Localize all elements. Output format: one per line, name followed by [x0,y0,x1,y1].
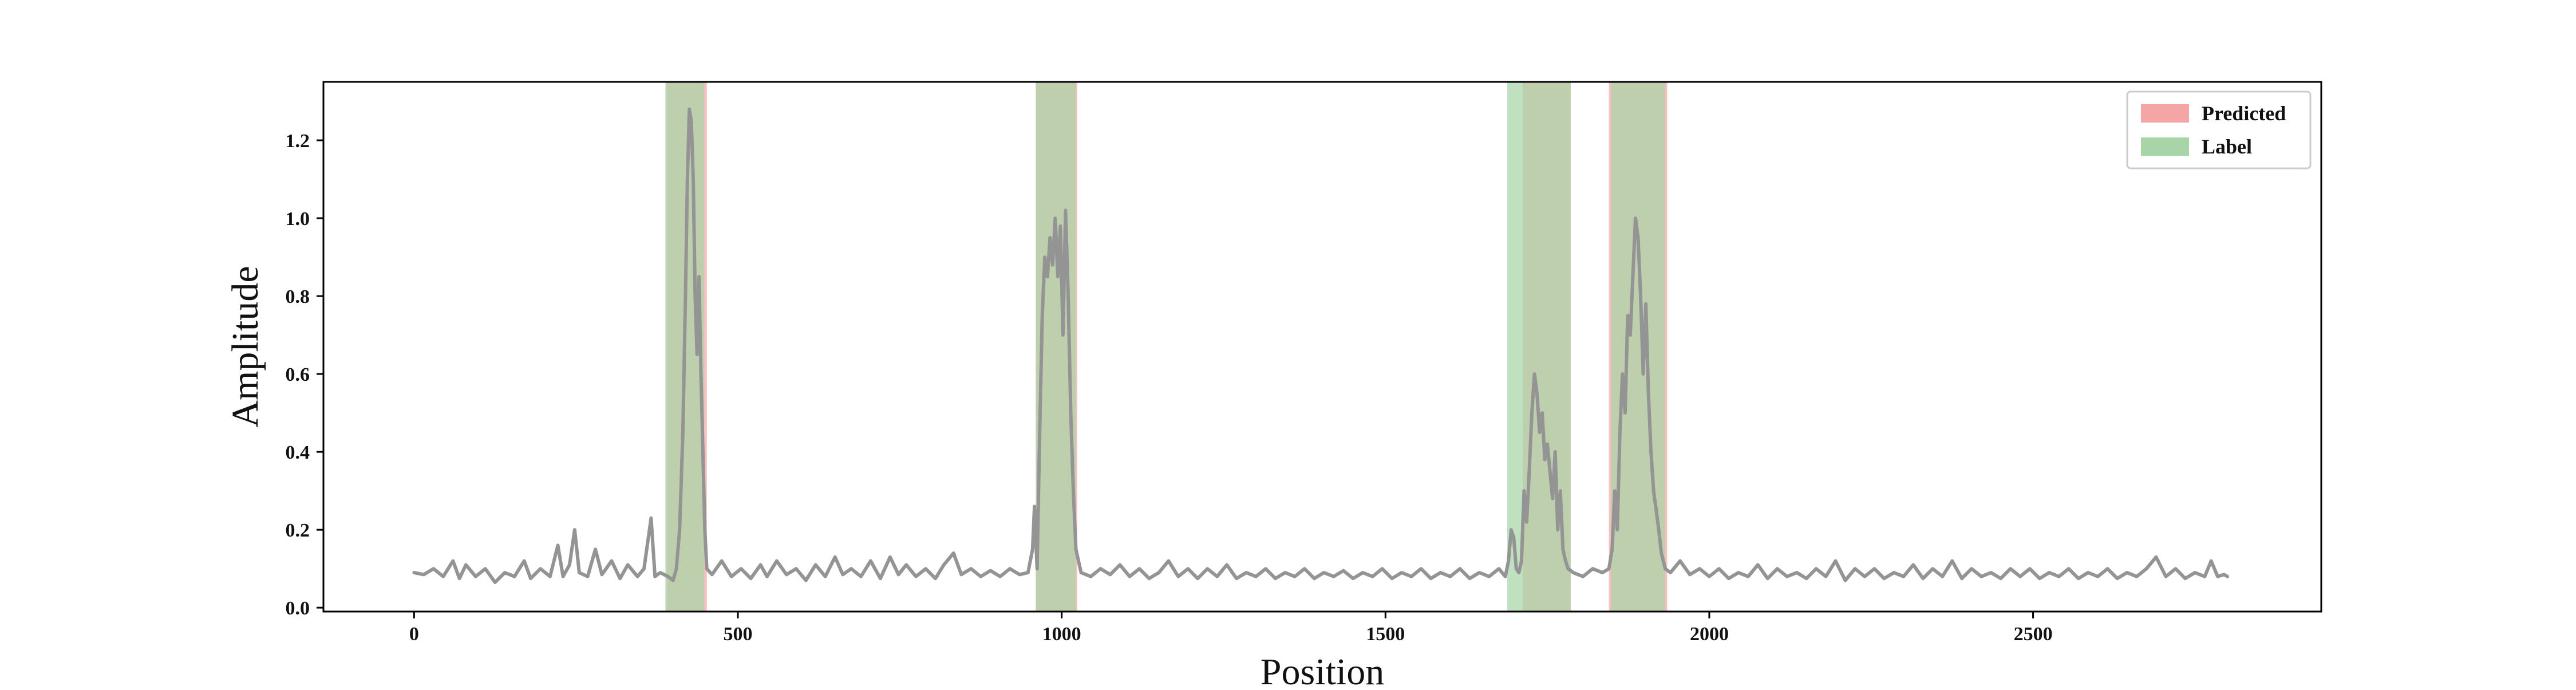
signal-line [412,107,2229,584]
x-tick-label: 0 [409,624,419,645]
label-interval-4 [1610,82,1666,612]
x-tick-label: 2500 [2014,624,2053,645]
y-tick-label: 1.0 [286,208,310,230]
legend-swatch-predicted [2141,104,2189,123]
y-tick-label: 0.0 [286,598,310,619]
x-tick-label: 1500 [1366,624,1405,645]
x-axis: 0 500 1000 1500 2000 2500 [409,612,2053,645]
y-tick-label: 0.2 [286,520,310,541]
legend-label-predicted: Predicted [2202,102,2286,125]
y-axis: 0.0 0.2 0.4 0.6 0.8 1.0 1.2 [286,131,323,619]
legend-swatch-label [2141,137,2189,156]
x-tick-label: 1000 [1042,624,1081,645]
y-tick-label: 0.8 [286,286,310,307]
y-tick-label: 1.2 [286,131,310,152]
x-axis-title: Position [1261,651,1384,687]
legend-label-label: Label [2202,135,2252,158]
x-tick-label: 500 [724,624,753,645]
plot-frame [322,81,2322,613]
y-tick-label: 0.6 [286,364,310,385]
y-axis-title: Amplitude [224,266,266,427]
y-tick-label: 0.4 [286,442,310,463]
series-layer [412,107,2229,584]
legend: Predicted Label [2126,90,2312,169]
x-tick-label: 2000 [1690,624,1729,645]
